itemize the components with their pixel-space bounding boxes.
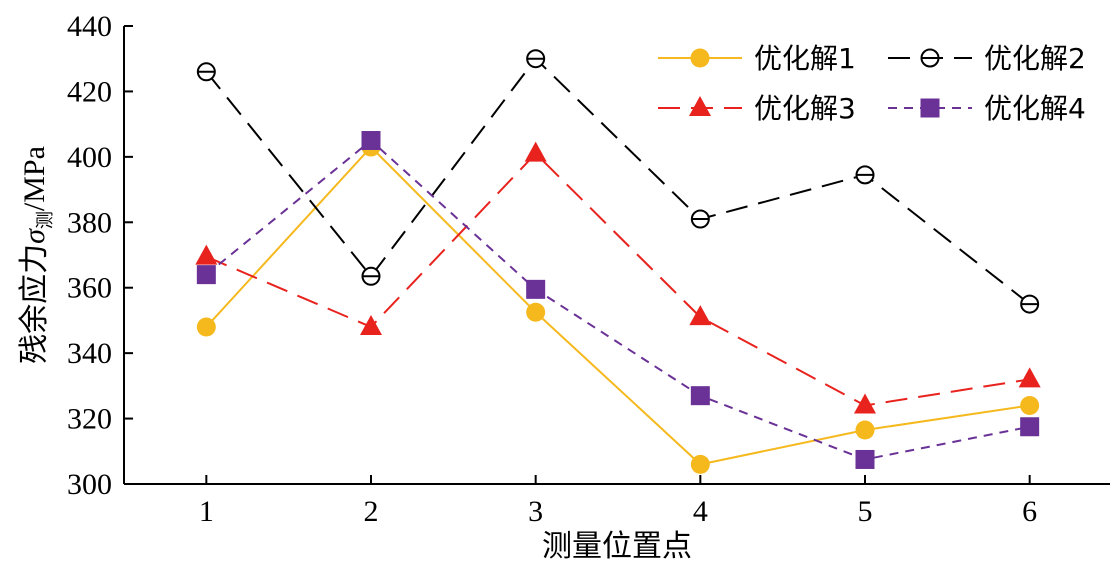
x-tick-label: 1 bbox=[199, 495, 214, 528]
y-axis-title-unit: /MPa bbox=[18, 146, 51, 211]
series-4-point bbox=[855, 449, 875, 469]
series-3-point bbox=[195, 244, 218, 265]
legend-label: 优化解1 bbox=[754, 42, 856, 75]
series-1 bbox=[196, 137, 1040, 474]
x-axis-title: 测量位置点 bbox=[542, 529, 692, 564]
series-layer bbox=[195, 49, 1041, 474]
series-1-line bbox=[205, 145, 1030, 466]
legend-item-4: 优化解4 bbox=[888, 92, 1086, 125]
series-3-line bbox=[205, 152, 1030, 407]
series-2 bbox=[196, 49, 1040, 314]
legend-item-3: 优化解3 bbox=[658, 92, 856, 125]
x-tick-label: 4 bbox=[693, 495, 708, 528]
y-axis-title: 残余应力σ测/MPa bbox=[17, 146, 56, 364]
y-axis-title-prefix: 残余应力 bbox=[17, 244, 52, 364]
legend-marker bbox=[920, 98, 940, 118]
legend-item-2: 优化解2 bbox=[888, 42, 1086, 75]
series-3-point bbox=[524, 141, 547, 162]
y-tick-label: 300 bbox=[67, 468, 112, 501]
legend-marker bbox=[690, 48, 710, 68]
series-2-line bbox=[205, 57, 1031, 305]
series-4-line bbox=[205, 139, 1030, 461]
series-1-point bbox=[1020, 395, 1040, 415]
x-tick-label: 6 bbox=[1022, 495, 1037, 528]
series-2-point bbox=[196, 62, 216, 82]
x-tick-label: 5 bbox=[858, 495, 873, 528]
series-2-point bbox=[855, 165, 875, 185]
legend: 优化解1 优化解2 优化解3 优化解4 bbox=[658, 42, 1086, 125]
series-1-point bbox=[196, 317, 216, 337]
legend-label: 优化解4 bbox=[984, 92, 1086, 125]
y-tick-label: 400 bbox=[67, 141, 112, 174]
legend-item-1: 优化解1 bbox=[658, 42, 856, 75]
series-3-point bbox=[360, 314, 382, 335]
series-2-point bbox=[361, 266, 381, 286]
axes: 300 320 340 360 380 400 420 440 1 2 3 4 5 6 bbox=[67, 10, 1110, 528]
y-tick-label: 320 bbox=[67, 403, 112, 436]
y-tick-label: 420 bbox=[67, 75, 112, 108]
legend-label: 优化解2 bbox=[984, 42, 1086, 75]
series-2-point bbox=[690, 209, 710, 229]
series-1-point bbox=[855, 420, 875, 440]
y-tick-label: 380 bbox=[67, 206, 112, 239]
series-4-point bbox=[196, 265, 216, 285]
y-axis-title-subscript: 测 bbox=[35, 211, 56, 229]
series-2-point bbox=[1020, 294, 1040, 314]
series-3 bbox=[195, 141, 1041, 414]
series-3-point bbox=[854, 393, 876, 414]
series-4 bbox=[196, 131, 1040, 469]
series-4-point bbox=[526, 279, 546, 299]
series-4-point bbox=[361, 131, 381, 150]
legend-marker bbox=[920, 48, 940, 68]
series-2-point bbox=[526, 49, 546, 69]
x-tick-label: 2 bbox=[364, 495, 379, 528]
x-tick-label: 3 bbox=[528, 495, 543, 528]
series-3-point bbox=[689, 305, 712, 326]
legend-label: 优化解3 bbox=[754, 92, 856, 125]
series-3-point bbox=[1018, 367, 1041, 388]
y-axis-title-symbol: σ bbox=[18, 228, 51, 244]
series-4-point bbox=[690, 386, 710, 406]
y-tick-label: 340 bbox=[67, 337, 112, 370]
series-4-point bbox=[1020, 417, 1040, 437]
y-tick-label: 440 bbox=[67, 10, 112, 43]
legend-marker bbox=[689, 96, 711, 116]
series-1-point bbox=[690, 454, 710, 474]
y-tick-label: 360 bbox=[67, 272, 112, 305]
series-1-point bbox=[526, 302, 546, 322]
